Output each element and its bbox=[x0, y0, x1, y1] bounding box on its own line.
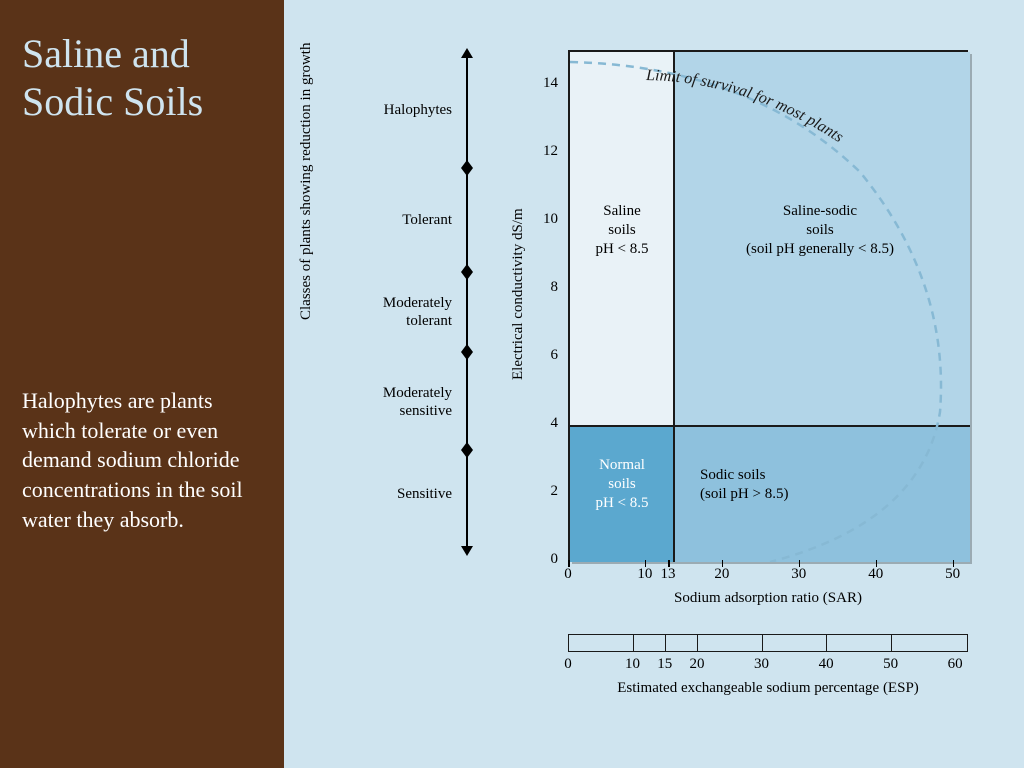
plant-class-label: Moderatelysensitive bbox=[316, 384, 452, 420]
plant-class-axis-label: Classes of plants showing reduction in g… bbox=[298, 43, 315, 320]
y-tick-label: 14 bbox=[534, 75, 558, 92]
x-tick-label: 20 bbox=[707, 566, 737, 583]
esp-segment bbox=[892, 635, 957, 651]
plant-class-axis: Classes of plants showing reduction in g… bbox=[316, 50, 486, 560]
y-axis-label: Electrical conductivity dS/m bbox=[510, 208, 527, 380]
tick-mark bbox=[645, 560, 647, 567]
esp-tick-label: 10 bbox=[619, 656, 647, 673]
plant-class-label: Halophytes bbox=[316, 101, 452, 119]
text: soils bbox=[806, 222, 834, 238]
esp-segment bbox=[763, 635, 828, 651]
slide-body-text: Halophytes are plants which tolerate or … bbox=[22, 386, 262, 534]
tick-mark bbox=[799, 560, 801, 567]
plant-class-label: Tolerant bbox=[316, 211, 452, 229]
arrow-up-icon bbox=[461, 48, 473, 58]
tick-mark bbox=[876, 560, 878, 567]
text: (soil pH generally < 8.5) bbox=[746, 241, 894, 257]
esp-segment bbox=[666, 635, 698, 651]
text: Saline bbox=[603, 203, 641, 219]
esp-tick-label: 40 bbox=[812, 656, 840, 673]
x-axis-label-sar: Sodium adsorption ratio (SAR) bbox=[568, 590, 968, 607]
slide-title: Saline and Sodic Soils bbox=[22, 30, 262, 126]
esp-segment bbox=[569, 635, 634, 651]
y-tick-label: 12 bbox=[534, 143, 558, 160]
tick-mark bbox=[953, 560, 955, 567]
esp-segment bbox=[698, 635, 763, 651]
tick-mark bbox=[722, 560, 724, 567]
y-tick-label: 6 bbox=[534, 347, 558, 364]
plot-vertical-divider bbox=[673, 52, 675, 562]
esp-tick-label: 30 bbox=[748, 656, 776, 673]
soil-plot: Saline soils pH < 8.5 Saline-sodic soils… bbox=[568, 50, 968, 560]
arrow-down-icon bbox=[461, 546, 473, 556]
y-tick-label: 4 bbox=[534, 415, 558, 432]
esp-segment bbox=[634, 635, 666, 651]
esp-segment bbox=[827, 635, 892, 651]
diagram-area: Classes of plants showing reduction in g… bbox=[284, 0, 1024, 768]
text: pH < 8.5 bbox=[595, 495, 648, 511]
class-axis-line bbox=[466, 54, 468, 550]
text: soils bbox=[608, 476, 636, 492]
esp-tick-label: 20 bbox=[683, 656, 711, 673]
label-saline: Saline soils pH < 8.5 bbox=[576, 202, 668, 258]
text: pH < 8.5 bbox=[595, 241, 648, 257]
sidebar: Saline and Sodic Soils Halophytes are pl… bbox=[0, 0, 284, 768]
esp-tick-label: 50 bbox=[877, 656, 905, 673]
label-normal: Normal soils pH < 8.5 bbox=[576, 456, 668, 512]
plant-class-label: Sensitive bbox=[316, 485, 452, 503]
x-tick-label: 30 bbox=[784, 566, 814, 583]
label-sodic: Sodic soils (soil pH > 8.5) bbox=[700, 466, 900, 504]
text: Normal bbox=[599, 457, 645, 473]
plot-horizontal-divider bbox=[570, 425, 970, 427]
esp-tick-label: 0 bbox=[554, 656, 582, 673]
text: soils bbox=[608, 222, 636, 238]
x-tick-label: 13 bbox=[653, 566, 683, 583]
text: Sodic soils bbox=[700, 467, 765, 483]
x-tick-label: 40 bbox=[861, 566, 891, 583]
plant-class-label: Moderatelytolerant bbox=[316, 294, 452, 330]
tick-mark bbox=[668, 560, 670, 567]
y-tick-label: 2 bbox=[534, 483, 558, 500]
soil-classification-diagram: Classes of plants showing reduction in g… bbox=[302, 20, 1000, 748]
tick-mark bbox=[568, 560, 570, 567]
esp-tick-label: 15 bbox=[651, 656, 679, 673]
y-tick-label: 8 bbox=[534, 279, 558, 296]
x-axis-label-esp: Estimated exchangeable sodium percentage… bbox=[568, 680, 968, 697]
esp-tick-label: 60 bbox=[941, 656, 969, 673]
text: (soil pH > 8.5) bbox=[700, 486, 788, 502]
x-tick-label: 0 bbox=[553, 566, 583, 583]
esp-scale-bar bbox=[568, 634, 968, 652]
y-tick-label: 10 bbox=[534, 211, 558, 228]
text: Saline-sodic bbox=[783, 203, 857, 219]
x-tick-label: 50 bbox=[938, 566, 968, 583]
label-saline-sodic: Saline-sodic soils (soil pH generally < … bbox=[700, 202, 940, 258]
